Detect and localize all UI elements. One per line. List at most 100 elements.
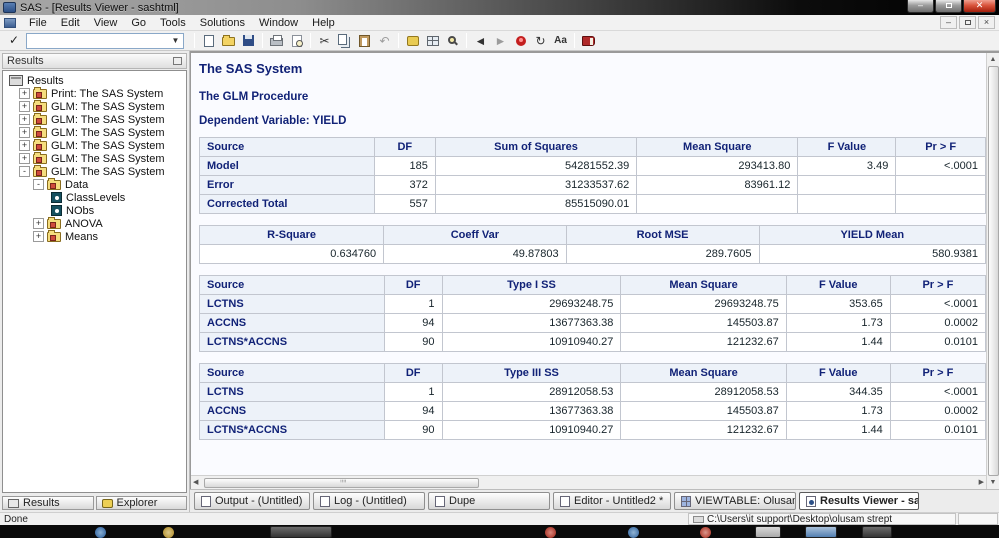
tree-item-nobs[interactable]: NObs	[3, 204, 186, 217]
scroll-right-icon[interactable]: ▶	[978, 479, 984, 486]
menu-file[interactable]: File	[29, 16, 47, 29]
print-preview-icon[interactable]	[287, 32, 306, 49]
scrollbar-thumb[interactable]	[204, 477, 480, 488]
expand-toggle[interactable]: +	[19, 101, 30, 112]
menu-view[interactable]: View	[93, 16, 118, 29]
window-tab-output[interactable]: Output - (Untitled)	[194, 492, 310, 510]
print-icon[interactable]	[267, 32, 286, 49]
taskbar-app[interactable]	[270, 526, 332, 538]
vertical-scrollbar[interactable]: ▲ ▼	[986, 53, 999, 489]
table-row: Corrected Total 557 85515090.01	[199, 194, 986, 214]
expand-toggle[interactable]: +	[33, 218, 44, 229]
col-header: Mean Square	[636, 137, 799, 157]
tree-item-glm-5[interactable]: + GLM: The SAS System	[3, 151, 186, 165]
new-library-icon[interactable]	[403, 32, 422, 49]
menu-go[interactable]: Go	[131, 16, 147, 29]
menu-help[interactable]: Help	[312, 16, 335, 29]
scroll-left-icon[interactable]: ◀	[193, 479, 199, 486]
copy-icon[interactable]	[335, 32, 354, 49]
collapse-toggle[interactable]: -	[33, 179, 44, 190]
scroll-up-icon[interactable]: ▲	[989, 56, 997, 63]
refresh-icon[interactable]: ↻	[535, 33, 546, 48]
scrollbar-thumb[interactable]	[987, 66, 999, 476]
folder-icon	[33, 86, 47, 99]
expand-toggle[interactable]: +	[19, 114, 30, 125]
tree-item-glm-3[interactable]: + GLM: The SAS System	[3, 125, 186, 139]
collapse-toggle[interactable]: -	[19, 166, 30, 177]
check-icon[interactable]: ✓	[8, 32, 20, 47]
output-icon	[201, 495, 211, 507]
expand-toggle[interactable]: +	[19, 140, 30, 151]
chevron-down-icon[interactable]: ▼	[171, 35, 180, 45]
workspace-icon[interactable]	[423, 32, 442, 49]
tree-item-results-root[interactable]: Results	[3, 74, 186, 87]
cut-icon[interactable]: ✂	[319, 33, 330, 48]
taskbar-icon[interactable]	[163, 527, 174, 538]
scroll-down-icon[interactable]: ▼	[989, 479, 997, 486]
working-directory[interactable]: C:\Users\it support\Desktop\olusam strep…	[688, 513, 956, 525]
taskbar-app[interactable]	[755, 526, 781, 538]
taskbar-icon[interactable]	[700, 527, 711, 538]
tree-item-means[interactable]: + Means	[3, 229, 186, 243]
expand-toggle[interactable]: +	[19, 127, 30, 138]
fonts-icon[interactable]: Aa	[554, 35, 567, 46]
menu-edit[interactable]: Edit	[60, 16, 80, 29]
menu-tools[interactable]: Tools	[160, 16, 186, 29]
results-viewer: The SAS System The GLM Procedure Depende…	[190, 51, 999, 489]
tree-item-glm-4[interactable]: + GLM: The SAS System	[3, 138, 186, 152]
col-header: DF	[383, 363, 443, 383]
child-minimize-button[interactable]: –	[940, 16, 957, 29]
tree-item-glm-2[interactable]: + GLM: The SAS System	[3, 112, 186, 126]
window-bar: Output - (Untitled) Log - (Untitled) Dup…	[190, 489, 999, 512]
col-header: Root MSE	[565, 225, 760, 245]
window-tab-editor[interactable]: Editor - Untitled2 *	[553, 492, 671, 510]
tab-results[interactable]: Results	[2, 496, 94, 510]
undo-icon[interactable]: ↶	[379, 33, 390, 48]
col-header: Pr > F	[889, 275, 986, 295]
tree-item-anova[interactable]: + ANOVA	[3, 216, 186, 230]
menu-solutions[interactable]: Solutions	[199, 16, 245, 29]
child-restore-button[interactable]	[959, 16, 976, 29]
child-window-icon[interactable]	[4, 17, 16, 28]
tree-item-glm-6[interactable]: - GLM: The SAS System	[3, 164, 186, 178]
window-tab-viewtable[interactable]: VIEWTABLE: Olusam.Phd	[674, 492, 796, 510]
window-tab-results-viewer[interactable]: Results Viewer - sasht...	[799, 492, 919, 510]
forward-icon[interactable]: ►	[494, 33, 507, 48]
window-tab-dupe[interactable]: Dupe	[428, 492, 550, 510]
anova-overall-table: Source DF Sum of Squares Mean Square F V…	[199, 137, 986, 214]
windows-taskbar[interactable]	[0, 525, 999, 538]
new-document-icon[interactable]	[199, 32, 218, 49]
tree-item-glm-1[interactable]: + GLM: The SAS System	[3, 99, 186, 113]
taskbar-app[interactable]	[805, 526, 837, 538]
paste-icon[interactable]	[355, 32, 374, 49]
expand-toggle[interactable]: +	[33, 231, 44, 242]
tree-item-print[interactable]: + Print: The SAS System	[3, 86, 186, 100]
start-orb-icon[interactable]	[95, 527, 106, 538]
help-book-icon[interactable]	[579, 32, 598, 49]
save-icon[interactable]	[239, 32, 258, 49]
child-close-button[interactable]: ×	[978, 16, 995, 29]
open-folder-icon[interactable]	[219, 32, 238, 49]
tab-explorer[interactable]: Explorer	[95, 496, 187, 510]
taskbar-icon[interactable]	[545, 527, 556, 538]
col-header: Pr > F	[889, 363, 986, 383]
horizontal-scrollbar[interactable]: ◀ ▶	[191, 475, 986, 489]
window-tab-log[interactable]: Log - (Untitled)	[313, 492, 425, 510]
expand-toggle[interactable]: +	[19, 88, 30, 99]
tree-item-classlevels[interactable]: ClassLevels	[3, 191, 186, 204]
taskbar-app[interactable]	[862, 526, 892, 538]
log-icon	[320, 495, 330, 507]
close-button[interactable]: ✕	[963, 0, 996, 13]
minimize-button[interactable]: –	[907, 0, 934, 13]
break-icon[interactable]	[511, 32, 530, 49]
command-input[interactable]: ▼	[26, 32, 184, 49]
restore-button[interactable]	[935, 0, 962, 13]
back-icon[interactable]: ◄	[474, 33, 487, 48]
expand-toggle[interactable]: +	[19, 153, 30, 164]
taskbar-icon[interactable]	[628, 527, 639, 538]
dock-icon[interactable]	[173, 57, 182, 65]
search-folder-icon[interactable]	[443, 32, 462, 49]
menu-window[interactable]: Window	[259, 16, 299, 29]
tree-item-data[interactable]: - Data	[3, 177, 186, 191]
col-header: DF	[373, 137, 436, 157]
